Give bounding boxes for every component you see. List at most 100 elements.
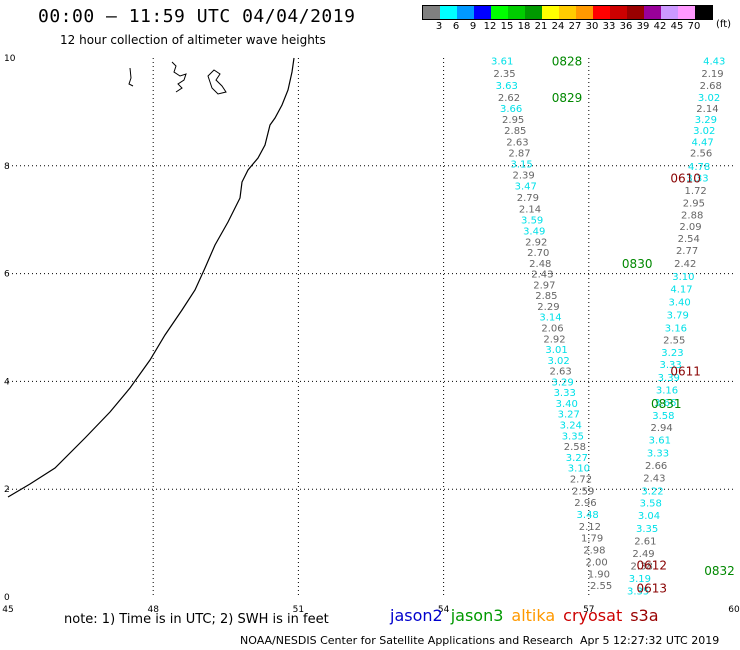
wave-height-value: 2.85 [535, 291, 557, 302]
wave-height-value: 2.95 [683, 198, 705, 209]
pass-time-label: 0613 [636, 581, 667, 595]
page-title: 00:00 – 11:59 UTC 04/04/2019 [38, 6, 356, 27]
wave-height-value: 3.16 [665, 324, 687, 335]
coastline [7, 57, 295, 498]
wave-height-value: 2.66 [645, 461, 667, 472]
wave-height-value: 3.39 [658, 373, 680, 384]
legend-swatch [491, 6, 508, 19]
pass-time-label: 0832 [704, 564, 735, 578]
page-subtitle: 12 hour collection of altimeter wave hei… [60, 33, 326, 47]
wave-height-value: 3.35 [627, 587, 649, 598]
wave-height-value: 3.59 [521, 216, 543, 227]
wave-height-value: 2.68 [700, 81, 722, 92]
wave-height-value: 3.02 [693, 126, 715, 137]
coastline-path [7, 57, 295, 498]
legend-swatch [474, 6, 491, 19]
wave-height-value: 1.79 [581, 534, 603, 545]
legend-swatch [644, 6, 661, 19]
altimeter-tracks: 3.612.353.632.623.662.952.852.632.873.15… [491, 57, 725, 598]
wave-height-value: 2.14 [696, 104, 718, 115]
x-tick-label: 45 [2, 605, 13, 615]
x-tick-label: 54 [438, 605, 450, 615]
y-tick-label: 4 [4, 377, 10, 387]
wave-height-value: 2.79 [517, 193, 539, 204]
legend-swatch [627, 6, 644, 19]
wave-height-value: 4.78 [688, 162, 710, 173]
wave-height-value: 3.27 [558, 410, 580, 421]
wave-height-value: 2.62 [498, 93, 520, 104]
pass-time-labels: 0828 0829 0610 0830 0611 0831 0612 0832 0613 [552, 55, 735, 596]
wave-height-value: 3.33 [647, 449, 669, 460]
wave-height-value: 3.33 [686, 174, 708, 185]
legend-swatch [610, 6, 627, 19]
wave-height-value: 2.96 [574, 498, 596, 509]
wave-height-value: 2.19 [701, 69, 723, 80]
legend-label: 3 [435, 21, 443, 32]
wave-height-value: 2.09 [679, 222, 701, 233]
footer-timestamp: Apr 5 12:27:32 UTC 2019 [580, 634, 720, 647]
legend-label: 45 [670, 21, 684, 32]
wave-height-value: 1.72 [685, 186, 707, 197]
footer-credit: NOAA/NESDIS Center for Satellite Applica… [240, 634, 574, 647]
island-path [171, 61, 187, 93]
island-path [207, 69, 227, 95]
wave-height-value: 2.35 [493, 69, 515, 80]
satellite-label-altika: altika [511, 606, 556, 625]
wave-height-value: 2.87 [508, 148, 530, 159]
legend-label: 9 [469, 21, 477, 32]
wave-height-value: 3.35 [636, 524, 658, 535]
legend-label: 18 [517, 21, 531, 32]
pass-time-label: 0830 [622, 257, 653, 271]
legend-swatch [576, 6, 593, 19]
legend-label: 27 [568, 21, 582, 32]
y-tick-label: 0 [4, 593, 10, 603]
wave-height-value: 2.38 [631, 562, 653, 573]
wave-height-value: 2.43 [643, 473, 665, 484]
legend-swatch [661, 6, 678, 19]
wave-height-value: 4.17 [670, 285, 692, 296]
legend-swatch [457, 6, 474, 19]
legend-swatches [422, 5, 713, 20]
satellite-label-cryosat: cryosat [563, 606, 623, 625]
island-path [128, 67, 134, 87]
x-tick-label: 51 [293, 605, 304, 615]
wave-height-value: 2.54 [678, 234, 700, 245]
legend-swatch [508, 6, 525, 19]
wave-height-value: 2.56 [690, 148, 712, 159]
wave-height-value: 3.33 [554, 388, 576, 399]
legend-swatch [440, 6, 457, 19]
wave-height-value: 3.27 [566, 453, 588, 464]
wave-height-value: 3.40 [556, 399, 578, 410]
wave-height-value: 2.00 [585, 557, 607, 568]
wave-height-value: 4.43 [703, 57, 725, 68]
wave-height-value: 3.23 [661, 348, 683, 359]
footer-note: note: 1) Time is in UTC; 2) SWH is in fe… [64, 612, 329, 627]
x-tick-label: 60 [728, 605, 740, 615]
pass-time-label: 0610 [670, 172, 701, 186]
wave-height-value: 2.88 [681, 210, 703, 221]
wave-height-value: 3.49 [523, 226, 545, 237]
lat-lon-grid [8, 58, 734, 597]
satellite-label-jason2: jason2 [390, 606, 443, 625]
wave-height-value: 2.12 [579, 522, 601, 533]
legend-label: 33 [602, 21, 616, 32]
wave-height-value: 2.85 [504, 126, 526, 137]
wave-height-value: 2.72 [570, 474, 592, 485]
wave-height-value: 3.61 [491, 57, 513, 68]
wave-height-value: 3.02 [547, 356, 569, 367]
y-tick-label: 8 [4, 162, 10, 172]
legend-label: 70 [687, 21, 701, 32]
wave-height-value: 3.40 [669, 298, 691, 309]
legend-label: 42 [653, 21, 667, 32]
wave-height-value: 2.06 [541, 324, 563, 335]
wave-height-value: 3.29 [695, 115, 717, 126]
legend-swatch [525, 6, 542, 19]
wave-height-value: 2.55 [590, 581, 612, 592]
wave-height-value: 2.58 [564, 442, 586, 453]
legend-swatch [678, 6, 695, 19]
pass-time-label: 0611 [670, 365, 701, 379]
wave-height-value: 3.01 [545, 345, 567, 356]
x-tick-label: 48 [147, 605, 159, 615]
wave-height-value: 2.63 [549, 367, 571, 378]
